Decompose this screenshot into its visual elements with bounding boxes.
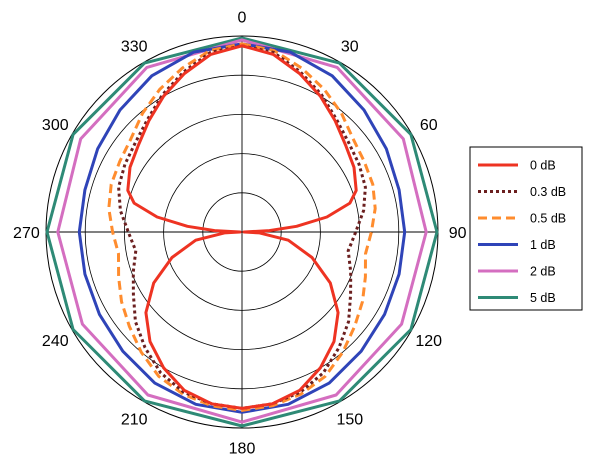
angle-tick-label: 150 [336,412,363,429]
series-line-5 [56,38,428,424]
angle-tick-label: 240 [42,333,69,350]
legend-label-3: 0.5 dB [530,212,566,226]
angle-tick-label: 90 [449,225,467,242]
legend: 0 dB 0.3 dB 0.5 dB 1 dB 2 dB 5 dB [469,146,583,311]
legend-label-4: 1 dB [530,238,556,252]
polar-grid [45,35,439,429]
angle-tick-label: 270 [13,225,40,242]
legend-box [469,146,583,311]
series-line-3 [107,42,377,412]
legend-label-5: 2 dB [530,265,556,279]
angle-tick-label: 60 [420,117,438,134]
series-line-2 [117,44,367,410]
angle-tick-label: 210 [121,412,148,429]
series-curves [45,36,439,428]
angle-tick-label: 330 [121,38,148,55]
angle-tick-label: 300 [42,117,69,134]
legend-label-1: 0 dB [530,159,556,173]
angle-tick-label: 30 [341,38,359,55]
series-line-4 [77,42,407,414]
angle-tick-label: 0 [238,9,247,26]
angle-tick-label: 180 [229,441,256,458]
angle-tick-labels: 0 30 60 90 120 150 180 210 240 270 300 330 [13,9,467,457]
legend-label-2: 0.3 dB [530,185,566,199]
legend-label-6: 5 dB [530,291,556,305]
angle-tick-label: 120 [415,333,442,350]
series-line-6 [45,36,439,428]
series-line-1 [126,44,358,410]
